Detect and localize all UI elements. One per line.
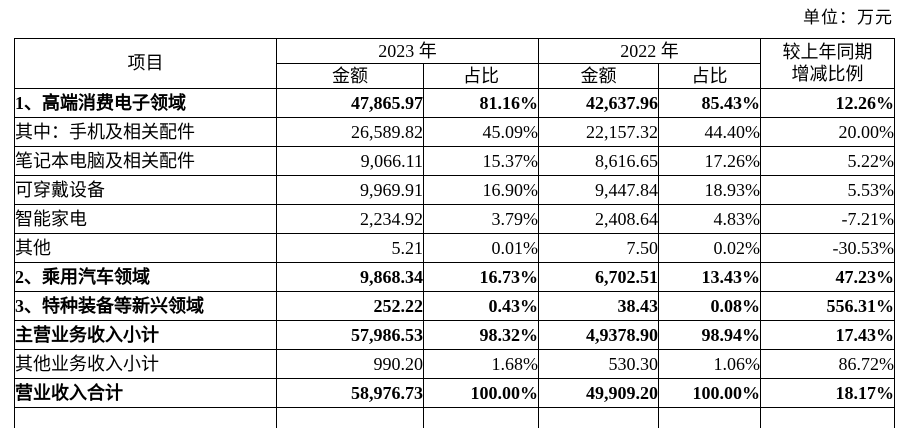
row-ratio-2022: 0.02% xyxy=(659,234,761,263)
header-yoy-line1: 较上年同期 xyxy=(761,42,894,64)
row-ratio-2022: 98.94% xyxy=(659,321,761,350)
row-yoy-change: 20.00% xyxy=(761,118,895,147)
table-row: 主营业务收入小计 57,986.53 98.32% 4,9378.90 98.9… xyxy=(15,321,895,350)
row-ratio-2023: 1.68% xyxy=(424,350,539,379)
revenue-breakdown-table: 项目 2023 年 2022 年 较上年同期 增减比例 金额 占比 金额 占比 … xyxy=(14,38,895,428)
row-amount-2023: 58,976.73 xyxy=(277,379,424,408)
row-ratio-2023 xyxy=(424,408,539,428)
table-row: 智能家电 2,234.92 3.79% 2,408.64 4.83% -7.21… xyxy=(15,205,895,234)
row-ratio-2022: 0.08% xyxy=(659,292,761,321)
header-yoy-line2: 增减比例 xyxy=(761,64,894,86)
header-item: 项目 xyxy=(15,39,277,89)
row-ratio-2022: 85.43% xyxy=(659,89,761,118)
row-amount-2023: 990.20 xyxy=(277,350,424,379)
header-yoy-change: 较上年同期 增减比例 xyxy=(761,39,895,89)
row-amount-2022: 4,9378.90 xyxy=(539,321,659,350)
row-amount-2022: 530.30 xyxy=(539,350,659,379)
table-row: 3、特种装备等新兴领域 252.22 0.43% 38.43 0.08% 556… xyxy=(15,292,895,321)
row-ratio-2023: 0.01% xyxy=(424,234,539,263)
header-ratio-2023: 占比 xyxy=(424,64,539,89)
header-year-2023: 2023 年 xyxy=(277,39,539,64)
row-item-label: 其他业务收入小计 xyxy=(15,350,277,379)
row-ratio-2023: 0.43% xyxy=(424,292,539,321)
row-item-label xyxy=(15,408,277,428)
row-ratio-2023: 100.00% xyxy=(424,379,539,408)
row-ratio-2022: 100.00% xyxy=(659,379,761,408)
row-yoy-change: 86.72% xyxy=(761,350,895,379)
table-body: 1、高端消费电子领域 47,865.97 81.16% 42,637.96 85… xyxy=(15,89,895,428)
row-item-label: 2、乘用汽车领域 xyxy=(15,263,277,292)
row-ratio-2023: 16.90% xyxy=(424,176,539,205)
row-yoy-change: -30.53% xyxy=(761,234,895,263)
header-year-2022: 2022 年 xyxy=(539,39,761,64)
row-ratio-2022: 17.26% xyxy=(659,147,761,176)
row-item-label: 1、高端消费电子领域 xyxy=(15,89,277,118)
row-amount-2022: 22,157.32 xyxy=(539,118,659,147)
table-row: 营业收入合计 58,976.73 100.00% 49,909.20 100.0… xyxy=(15,379,895,408)
table-row: 可穿戴设备 9,969.91 16.90% 9,447.84 18.93% 5.… xyxy=(15,176,895,205)
row-amount-2023: 252.22 xyxy=(277,292,424,321)
row-item-label: 其他 xyxy=(15,234,277,263)
row-ratio-2023: 15.37% xyxy=(424,147,539,176)
row-ratio-2022: 4.83% xyxy=(659,205,761,234)
header-ratio-2022: 占比 xyxy=(659,64,761,89)
row-item-label: 营业收入合计 xyxy=(15,379,277,408)
table-row: 其中：手机及相关配件 26,589.82 45.09% 22,157.32 44… xyxy=(15,118,895,147)
table-row: 2、乘用汽车领域 9,868.34 16.73% 6,702.51 13.43%… xyxy=(15,263,895,292)
row-ratio-2023: 45.09% xyxy=(424,118,539,147)
row-amount-2022: 9,447.84 xyxy=(539,176,659,205)
row-ratio-2023: 3.79% xyxy=(424,205,539,234)
table-continuation-stub xyxy=(15,408,895,428)
header-amount-2022: 金额 xyxy=(539,64,659,89)
table-row: 其他业务收入小计 990.20 1.68% 530.30 1.06% 86.72… xyxy=(15,350,895,379)
row-yoy-change: 17.43% xyxy=(761,321,895,350)
row-amount-2023: 2,234.92 xyxy=(277,205,424,234)
row-amount-2023: 9,969.91 xyxy=(277,176,424,205)
row-amount-2022 xyxy=(539,408,659,428)
row-yoy-change xyxy=(761,408,895,428)
row-item-label: 3、特种装备等新兴领域 xyxy=(15,292,277,321)
row-yoy-change: 12.26% xyxy=(761,89,895,118)
row-item-label: 其中：手机及相关配件 xyxy=(15,118,277,147)
row-amount-2023: 26,589.82 xyxy=(277,118,424,147)
row-amount-2022: 42,637.96 xyxy=(539,89,659,118)
row-amount-2022: 38.43 xyxy=(539,292,659,321)
row-yoy-change: 18.17% xyxy=(761,379,895,408)
row-amount-2022: 6,702.51 xyxy=(539,263,659,292)
row-amount-2022: 8,616.65 xyxy=(539,147,659,176)
row-ratio-2022: 13.43% xyxy=(659,263,761,292)
row-yoy-change: 556.31% xyxy=(761,292,895,321)
row-amount-2023 xyxy=(277,408,424,428)
row-yoy-change: -7.21% xyxy=(761,205,895,234)
table-row: 其他 5.21 0.01% 7.50 0.02% -30.53% xyxy=(15,234,895,263)
row-amount-2022: 49,909.20 xyxy=(539,379,659,408)
row-ratio-2023: 81.16% xyxy=(424,89,539,118)
row-amount-2023: 9,066.11 xyxy=(277,147,424,176)
row-ratio-2022: 44.40% xyxy=(659,118,761,147)
header-amount-2023: 金额 xyxy=(277,64,424,89)
row-item-label: 笔记本电脑及相关配件 xyxy=(15,147,277,176)
table-row: 笔记本电脑及相关配件 9,066.11 15.37% 8,616.65 17.2… xyxy=(15,147,895,176)
row-amount-2022: 7.50 xyxy=(539,234,659,263)
table-row: 1、高端消费电子领域 47,865.97 81.16% 42,637.96 85… xyxy=(15,89,895,118)
row-yoy-change: 47.23% xyxy=(761,263,895,292)
row-amount-2023: 9,868.34 xyxy=(277,263,424,292)
row-item-label: 主营业务收入小计 xyxy=(15,321,277,350)
unit-label: 单位：万元 xyxy=(803,3,893,28)
row-item-label: 可穿戴设备 xyxy=(15,176,277,205)
row-ratio-2023: 16.73% xyxy=(424,263,539,292)
row-amount-2022: 2,408.64 xyxy=(539,205,659,234)
row-amount-2023: 47,865.97 xyxy=(277,89,424,118)
row-yoy-change: 5.53% xyxy=(761,176,895,205)
row-ratio-2023: 98.32% xyxy=(424,321,539,350)
row-amount-2023: 5.21 xyxy=(277,234,424,263)
row-yoy-change: 5.22% xyxy=(761,147,895,176)
row-ratio-2022: 1.06% xyxy=(659,350,761,379)
table-header: 项目 2023 年 2022 年 较上年同期 增减比例 金额 占比 金额 占比 xyxy=(15,39,895,89)
row-ratio-2022: 18.93% xyxy=(659,176,761,205)
row-item-label: 智能家电 xyxy=(15,205,277,234)
row-amount-2023: 57,986.53 xyxy=(277,321,424,350)
row-ratio-2022 xyxy=(659,408,761,428)
